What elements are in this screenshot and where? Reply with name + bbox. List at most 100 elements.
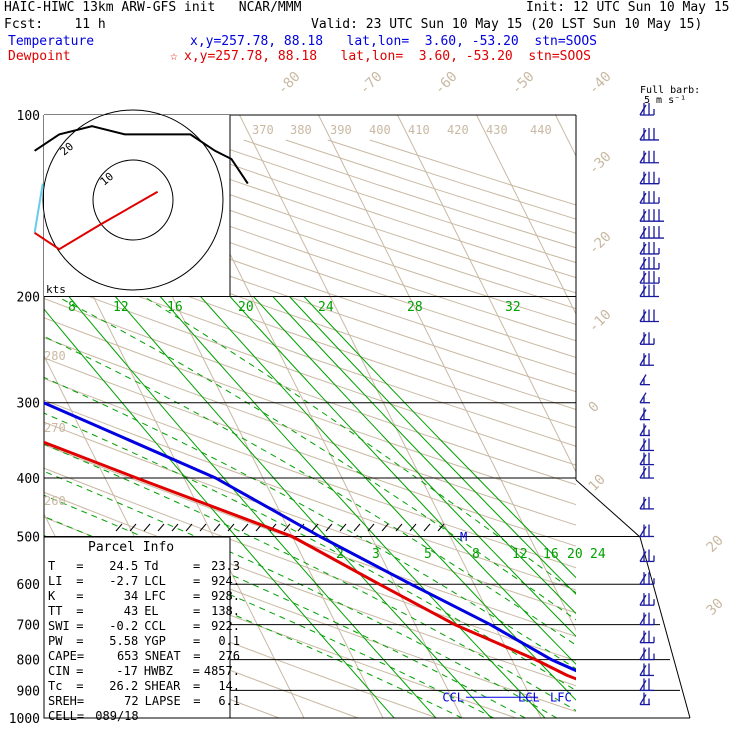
parcel-equals: = <box>193 589 201 603</box>
dry-adiabat-line <box>44 317 576 506</box>
parcel-param-name: SHEAR <box>144 679 181 693</box>
plot-right-edge <box>575 479 691 719</box>
parcel-row: CAPE = 653 SNEAT = 276 <box>48 649 240 664</box>
dry-adiabat-line <box>44 225 576 410</box>
mixing-ratio-label: 12 <box>113 300 129 315</box>
parcel-row: CIN = -17 HWBZ = 4857. <box>48 664 240 679</box>
parcel-param-value: 0.1 <box>218 634 240 648</box>
isotherm-label: 0 <box>586 399 603 416</box>
parcel-param-value: 6.1 <box>218 694 240 708</box>
theta-label: 400 <box>369 123 391 137</box>
hatch-mark <box>241 523 249 532</box>
dry-adiabat-line <box>44 279 576 466</box>
wind-barb <box>639 663 654 677</box>
isotherm-line <box>476 115 576 316</box>
parcel-param-value: -2.7 <box>109 574 139 588</box>
isotherm-label: -20 <box>586 229 615 258</box>
isotherm-label: -60 <box>432 69 461 98</box>
isotherm-label: -40 <box>586 69 615 98</box>
dry-adiabat-line <box>44 357 576 547</box>
dry-adiabat-line <box>44 191 576 375</box>
parcel-row: LI = -2.7 LCL = 924. <box>48 574 240 589</box>
parcel-param-value: 928. <box>211 589 240 603</box>
mixing-ratio-label: 3 <box>372 547 380 562</box>
wind-barb <box>639 309 659 323</box>
hodograph-trace-upper <box>34 125 249 185</box>
dry-adiabat-line <box>44 596 360 718</box>
hatch-mark <box>311 523 319 532</box>
parcel-equals: = <box>193 604 201 618</box>
dry-adiabat-line <box>44 421 576 614</box>
hatch-mark <box>353 523 361 532</box>
parcel-equals: = <box>76 589 84 603</box>
hatch-mark <box>437 523 445 532</box>
pressure-tick-label: 200 <box>17 291 40 306</box>
parcel-param-value: 24.5 <box>109 559 139 573</box>
parcel-equals: = <box>193 634 201 648</box>
wind-barb <box>639 332 655 345</box>
parcel-row: K = 34 LFC = 928. <box>48 589 240 604</box>
barb-legend-line2: 5 m s⁻¹ <box>644 95 687 106</box>
hatch-mark <box>185 523 193 532</box>
mixing-ratio-label: 24 <box>318 300 334 315</box>
pressure-tick-label: 500 <box>17 530 40 545</box>
parcel-param-value: 26.2 <box>109 679 139 693</box>
parcel-param-name: CAPE <box>48 649 77 663</box>
hatch-mark <box>199 523 207 532</box>
wind-barb <box>639 593 655 606</box>
parcel-equals: = <box>76 679 84 693</box>
lcl-label: LCL <box>518 690 540 704</box>
mixing-ratio-label: 28 <box>407 300 423 315</box>
init-time: Init: 12 UTC Sun 10 May 15 <box>526 0 730 15</box>
wind-barb <box>639 452 654 466</box>
theta-label: 270 <box>44 421 66 435</box>
theta-label: 370 <box>252 123 274 137</box>
dry-adiabat-line <box>44 208 576 393</box>
wind-barb <box>639 438 654 452</box>
parcel-equals: = <box>76 664 84 678</box>
mixing-ratio-label: 12 <box>512 547 528 562</box>
parcel-equals: = <box>193 679 201 693</box>
dry-adiabat-line <box>44 336 576 526</box>
barb-legend-line1: Full barb: <box>640 85 701 96</box>
isotherm-line <box>397 115 576 474</box>
barb-shaft <box>639 354 647 366</box>
dewpoint-location-info: x,y=257.78, 88.18 lat,lon= 3.60, -53.20 … <box>184 49 591 64</box>
barb-shaft <box>639 258 647 270</box>
wind-barb <box>639 678 654 692</box>
barb-shaft <box>639 454 647 465</box>
mixing-ratio-line <box>200 296 576 701</box>
wind-barb <box>639 127 659 141</box>
theta-label: 280 <box>44 349 66 363</box>
parcel-row: Tc = 26.2 SHEAR = 14. <box>48 679 240 694</box>
parcel-param-value: 089/18 <box>95 709 139 723</box>
pressure-tick-label: 800 <box>17 654 40 669</box>
hodograph-trace-mid <box>33 183 44 233</box>
hatch-mark <box>227 523 235 532</box>
mixing-ratio-label: 2 <box>336 547 344 562</box>
parcel-param-name: HWBZ <box>143 664 173 678</box>
hatch-mark <box>115 523 123 532</box>
valid-time: Valid: 23 UTC Sun 10 May 15 (20 LST Sun … <box>311 17 703 32</box>
barb-shaft <box>639 573 647 585</box>
hatch-mark <box>143 523 151 532</box>
barb-shaft <box>639 374 647 385</box>
barb-shaft <box>639 243 647 255</box>
wind-barb <box>639 150 659 164</box>
parcel-equals: = <box>76 574 84 588</box>
moist-adiabat-line <box>44 376 576 670</box>
parcel-param-name: K <box>48 589 56 603</box>
wind-barb <box>639 353 654 366</box>
ccl-label: CCL <box>442 690 464 704</box>
parcel-param-name: TT <box>48 604 63 618</box>
mixing-ratio-line <box>44 308 395 718</box>
hodograph-ring <box>92 159 174 241</box>
pressure-tick-label: 1000 <box>9 712 40 727</box>
isotherm-line <box>318 115 576 632</box>
barb-shaft <box>639 526 647 537</box>
barb-shaft <box>639 498 647 510</box>
barb-shaft <box>639 311 647 322</box>
parcel-row: CELL = 089/18 <box>48 709 240 724</box>
dry-adiabat-line <box>327 139 576 220</box>
